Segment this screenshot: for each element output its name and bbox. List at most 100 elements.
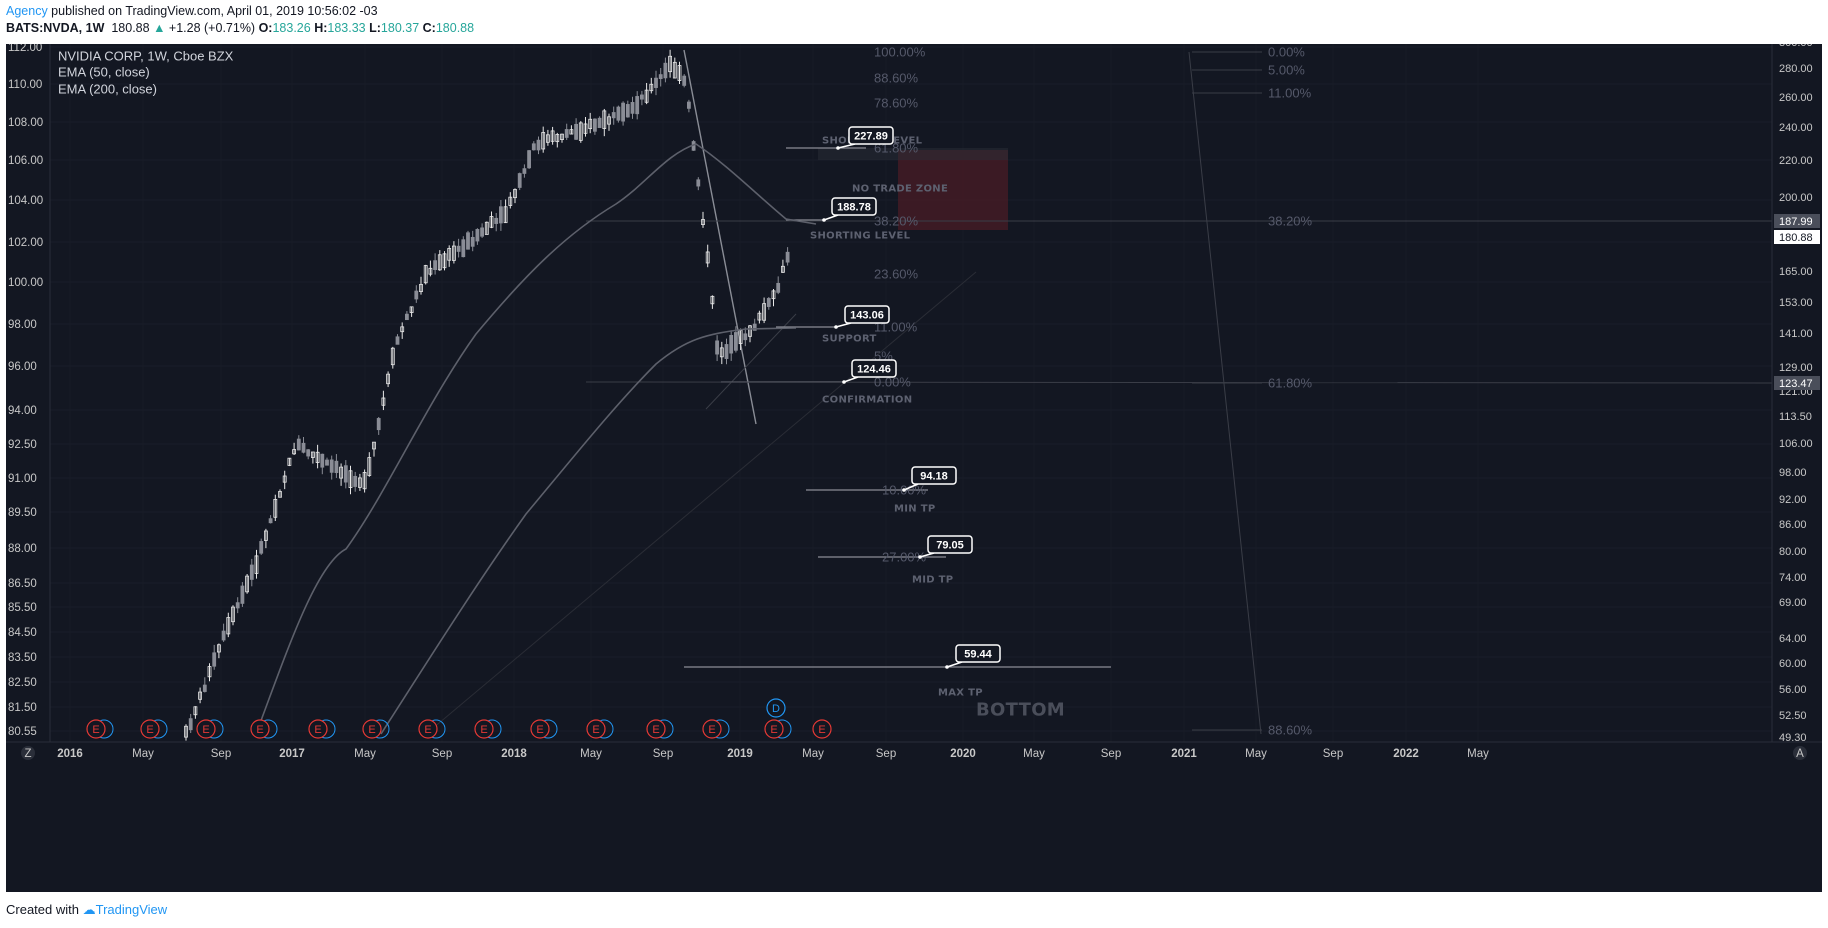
right-axis-tick: 129.00 (1779, 362, 1813, 374)
candle-body (672, 61, 677, 79)
candle-body (329, 459, 334, 473)
earnings-marker[interactable] (586, 719, 606, 739)
price-chart[interactable]: 100.00% 88.60% 78.60% 61.80% 38.20% 23.60% 11.… (6, 44, 1822, 892)
axes: 112.00110.00108.00106.00104.00102.00100.… (6, 44, 1822, 892)
earnings-marker[interactable] (474, 719, 494, 739)
chart-title: NVIDIA CORP, 1W, Cboe BZX (58, 49, 234, 64)
candle-body (362, 472, 367, 490)
auto-scale-label: A (1796, 748, 1804, 760)
annotation-label: SUPPORT (822, 334, 877, 345)
earnings-marker[interactable] (530, 719, 550, 739)
left-axis-tick: 106.00 (8, 155, 43, 167)
candle-body (743, 333, 748, 341)
left-axis-tick: 92.50 (8, 439, 37, 451)
right-axis-tick: 49.30 (1779, 732, 1807, 744)
drawing-line (425, 271, 977, 735)
right-axis-tick: 153.00 (1779, 297, 1813, 309)
earnings-marker-label: E (146, 724, 153, 736)
fib-level-label: 38.20% (874, 214, 919, 229)
candle-body (310, 451, 315, 458)
left-price-axis[interactable] (6, 44, 50, 892)
time-axis-tick: Sep (211, 748, 231, 760)
tradingview-link[interactable]: TradingView (95, 902, 168, 917)
candle-body (564, 129, 569, 138)
earnings-marker[interactable] (140, 719, 160, 739)
ohlc-line: BATS:NVDA, 1W 180.88 ▲ +1.28 (+0.71%) O:… (6, 21, 474, 35)
candle-body (616, 106, 621, 121)
candle-body (343, 465, 348, 483)
earnings-marker[interactable] (764, 719, 784, 739)
candle-body (306, 449, 311, 457)
earnings-marker[interactable] (86, 719, 106, 739)
candle-body (437, 254, 442, 271)
candle-body (625, 104, 630, 118)
author-link[interactable]: Agency (6, 4, 48, 18)
candle-body (503, 206, 508, 224)
earnings-marker[interactable] (418, 719, 438, 739)
time-axis-tick: 2022 (1393, 748, 1419, 760)
candle-body (640, 94, 644, 100)
earnings-marker[interactable] (196, 719, 216, 739)
time-axis-tick: Sep (653, 748, 673, 760)
drawings (425, 49, 1773, 735)
callout-box (851, 359, 897, 378)
right-axis-tick: 113.50 (1779, 411, 1812, 423)
candle-body (339, 466, 344, 479)
left-axis-tick: 110.00 (8, 79, 42, 91)
auto-scale-button[interactable] (1793, 746, 1807, 760)
candle-body (776, 282, 781, 293)
callout-anchor-dot (842, 380, 846, 384)
earnings-marker[interactable] (646, 719, 666, 739)
fib-level-label: 23.60% (874, 267, 919, 282)
earnings-marker[interactable] (308, 719, 328, 739)
candle-body (348, 470, 353, 488)
candle-body (456, 245, 461, 252)
callout-value: 94.18 (920, 470, 948, 482)
candle-body (762, 303, 766, 321)
earnings-marker-label: E (652, 724, 659, 736)
candle-body (207, 666, 212, 678)
published-line: Agency published on TradingView.com, Apr… (6, 4, 378, 18)
candle-body (442, 253, 447, 269)
earnings-marker[interactable] (250, 719, 270, 739)
candle-body (588, 118, 593, 130)
zoom-reset-button[interactable] (21, 746, 35, 760)
left-axis-tick: 102.00 (8, 237, 43, 249)
earnings-marker[interactable] (812, 719, 832, 739)
candle-body (447, 248, 452, 261)
candle-body (480, 227, 485, 237)
ema-lines (255, 143, 817, 735)
candle-body (296, 438, 301, 451)
annotation-label: MAX TP (938, 688, 983, 699)
candle-body (451, 245, 456, 261)
candle-body (202, 684, 207, 692)
candle-body (574, 123, 578, 140)
time-axis-tick: May (802, 748, 824, 760)
candle-body (315, 451, 320, 463)
legend-ema-50: EMA (50, close) (58, 65, 150, 80)
earnings-marker-label: E (770, 724, 777, 736)
fib-level-label: 100.00% (874, 45, 926, 60)
drawing-line (683, 49, 757, 425)
left-axis-tick: 81.50 (8, 702, 37, 714)
right-axis-tick: 200.00 (1779, 192, 1813, 204)
candle-body (705, 251, 710, 264)
candle-body (644, 89, 649, 103)
price-badge (1774, 214, 1820, 228)
earnings-marker[interactable] (362, 719, 382, 739)
dividend-marker[interactable] (766, 698, 786, 718)
candle-body (531, 143, 536, 151)
candle-body (240, 585, 245, 604)
earnings-marker[interactable] (702, 719, 722, 739)
time-axis-tick: Sep (1323, 748, 1343, 760)
time-axis-tick: May (1467, 748, 1489, 760)
candle-body (546, 134, 550, 143)
candle-body (287, 457, 292, 466)
right-axis-tick: 92.00 (1779, 494, 1807, 506)
earnings-marker-label: E (92, 724, 99, 736)
candle-body (508, 196, 513, 206)
annotation-label: BOTTOM (976, 699, 1065, 720)
price-badge-label: 123.47 (1779, 378, 1813, 390)
candle-body (268, 518, 273, 524)
candle-body (320, 453, 325, 468)
